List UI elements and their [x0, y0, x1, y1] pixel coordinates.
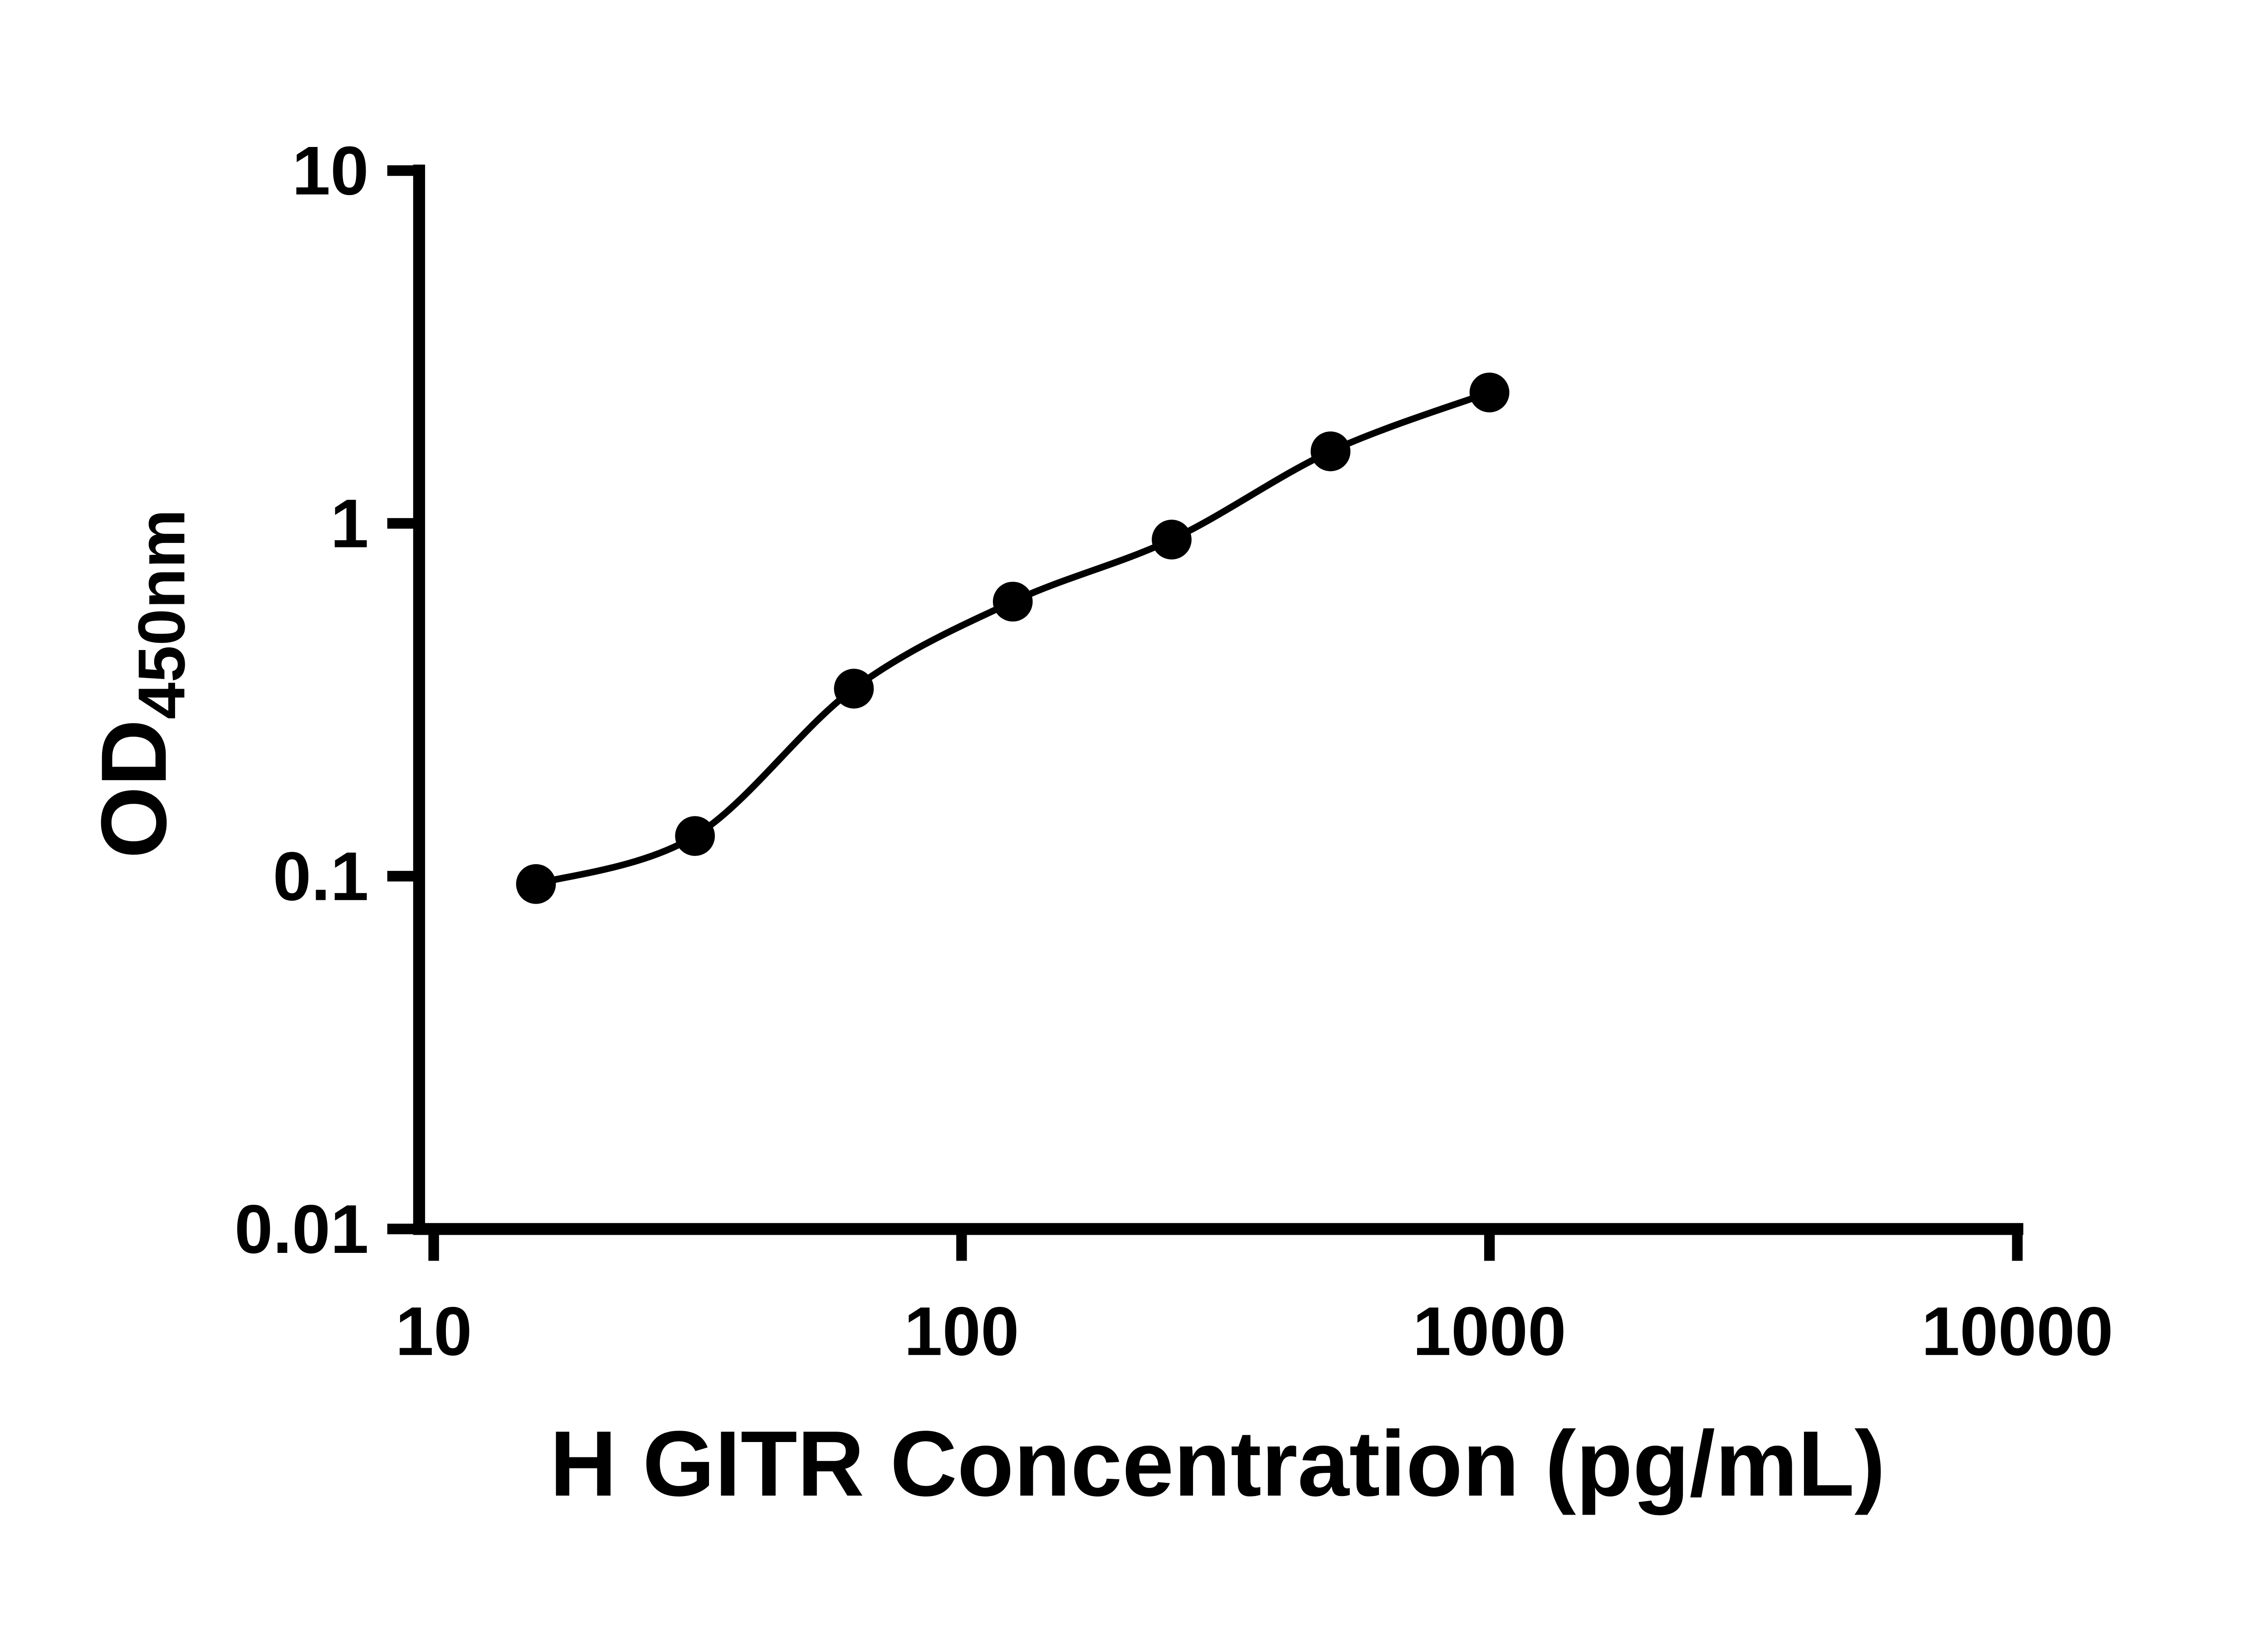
- y-axis-title: OD450nm: [82, 509, 198, 859]
- y-tick-label: 0.01: [235, 1191, 369, 1268]
- y-tick-label: 1: [330, 485, 369, 562]
- x-axis-title: H GITR Concentration (pg/mL): [550, 1412, 1886, 1516]
- y-axis-title-main: OD: [82, 719, 186, 859]
- x-tick-label: 10: [396, 1293, 472, 1370]
- axes-layer: 0.01 0.1 1 10 10 100 1000 10000: [235, 132, 2113, 1370]
- data-points-layer: [516, 372, 1510, 904]
- data-point: [516, 864, 556, 904]
- fit-curve: [535, 389, 1491, 887]
- data-point: [834, 669, 874, 709]
- x-tick-label: 10000: [1921, 1293, 2113, 1370]
- y-tick-label: 0.1: [273, 838, 369, 915]
- y-tick-label: 10: [292, 132, 369, 210]
- data-point: [1469, 372, 1510, 413]
- data-point: [1152, 519, 1192, 560]
- y-axis-title-subscript: 450nm: [124, 509, 198, 719]
- data-point: [675, 816, 715, 856]
- data-point: [992, 582, 1033, 622]
- data-point: [1310, 431, 1351, 471]
- x-tick-label: 1000: [1413, 1293, 1566, 1370]
- x-tick-label: 100: [904, 1293, 1019, 1370]
